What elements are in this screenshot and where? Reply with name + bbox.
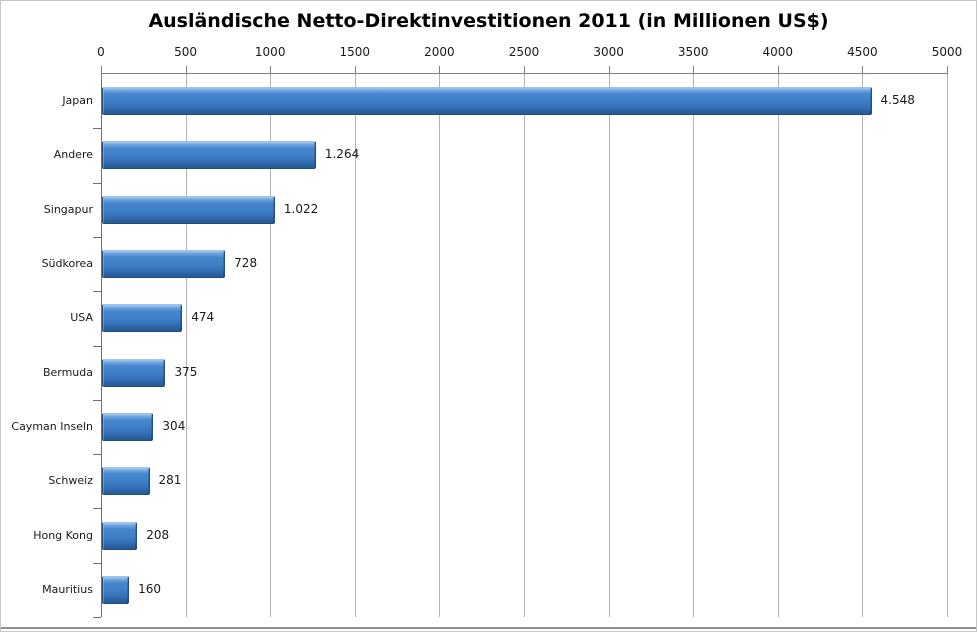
category-label: Südkorea bbox=[41, 257, 93, 271]
value-label: 304 bbox=[162, 418, 186, 433]
x-tick-mark bbox=[947, 66, 948, 80]
bar[interactable] bbox=[102, 304, 182, 333]
gridline bbox=[270, 74, 271, 617]
value-label: 375 bbox=[174, 364, 198, 379]
category-tick-mark bbox=[93, 400, 101, 401]
value-label: 728 bbox=[234, 256, 258, 271]
x-tick-mark bbox=[524, 66, 525, 80]
x-tick-label: 4000 bbox=[762, 45, 794, 59]
x-tick-label: 0 bbox=[97, 45, 105, 59]
category-label: Bermuda bbox=[42, 365, 93, 379]
bar[interactable] bbox=[102, 250, 225, 279]
category-tick-mark bbox=[93, 128, 101, 129]
x-tick-label: 3500 bbox=[677, 45, 709, 59]
gridline bbox=[524, 74, 525, 617]
gridline bbox=[693, 74, 694, 617]
gridline bbox=[862, 74, 863, 617]
x-tick-mark bbox=[355, 66, 356, 80]
x-tick-mark bbox=[693, 66, 694, 80]
category-label: USA bbox=[70, 311, 93, 325]
category-label: Schweiz bbox=[48, 474, 93, 488]
x-tick-label: 5000 bbox=[931, 45, 963, 59]
x-tick-mark bbox=[101, 66, 102, 80]
category-label: Cayman Inseln bbox=[11, 419, 93, 433]
gridline bbox=[609, 74, 610, 617]
category-tick-mark bbox=[93, 183, 101, 184]
value-label: 160 bbox=[138, 581, 161, 596]
gridline bbox=[355, 74, 356, 617]
category-tick-mark bbox=[93, 454, 101, 455]
x-tick-mark bbox=[270, 66, 271, 80]
bar[interactable] bbox=[102, 358, 165, 387]
category-label: Japan bbox=[62, 94, 93, 108]
value-label: 474 bbox=[191, 310, 215, 325]
x-tick-mark bbox=[439, 66, 440, 80]
gridline bbox=[947, 74, 948, 617]
bar[interactable] bbox=[102, 195, 275, 224]
x-tick-mark bbox=[778, 66, 779, 80]
value-label: 208 bbox=[146, 527, 170, 542]
category-tick-mark bbox=[93, 508, 101, 509]
x-tick-label: 2500 bbox=[508, 45, 540, 59]
category-label: Mauritius bbox=[42, 582, 93, 596]
gridline bbox=[778, 74, 779, 617]
x-tick-label: 1500 bbox=[339, 45, 371, 59]
x-tick-label: 1000 bbox=[254, 45, 286, 59]
chart-bottom-edge bbox=[1, 627, 976, 629]
x-tick-label: 500 bbox=[174, 45, 198, 59]
category-tick-mark bbox=[93, 346, 101, 347]
bar[interactable] bbox=[102, 575, 129, 604]
category-label: Andere bbox=[53, 148, 93, 162]
category-tick-mark bbox=[93, 617, 101, 618]
bar[interactable] bbox=[102, 412, 153, 441]
value-label: 1.022 bbox=[283, 201, 319, 216]
value-label: 281 bbox=[158, 473, 182, 488]
bar[interactable] bbox=[102, 467, 150, 496]
x-tick-label: 4500 bbox=[847, 45, 878, 59]
bar[interactable] bbox=[102, 521, 137, 550]
category-tick-mark bbox=[93, 291, 101, 292]
category-tick-mark bbox=[93, 563, 101, 564]
value-label: 1.264 bbox=[324, 147, 360, 162]
bar[interactable] bbox=[102, 87, 872, 116]
category-label: Hong Kong bbox=[33, 528, 93, 542]
x-tick-label: 2000 bbox=[424, 45, 455, 59]
x-tick-label: 3000 bbox=[593, 45, 624, 59]
category-axis-line bbox=[101, 73, 102, 617]
category-label: Singapur bbox=[43, 202, 93, 216]
value-label: 4.548 bbox=[880, 93, 915, 108]
x-tick-mark bbox=[609, 66, 610, 80]
bar[interactable] bbox=[102, 141, 316, 170]
gridline bbox=[186, 74, 187, 617]
x-tick-mark bbox=[186, 66, 187, 80]
chart-title: Ausländische Netto-Direktinvestitionen 2… bbox=[148, 10, 829, 32]
x-tick-mark bbox=[862, 66, 863, 80]
gridline bbox=[439, 74, 440, 617]
category-tick-mark bbox=[93, 237, 101, 238]
